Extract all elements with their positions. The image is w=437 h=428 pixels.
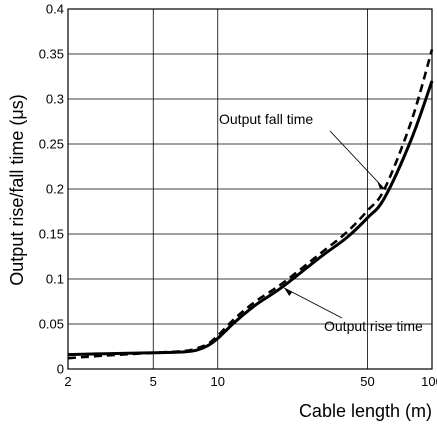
x-tick-label: 5 [150, 374, 157, 389]
fall-time-leader [329, 130, 385, 190]
x-tick-label: 2 [64, 374, 71, 389]
annotations: Output fall time Output rise time [219, 111, 423, 334]
x-tick-label: 100 [421, 374, 437, 389]
x-tick-label: 10 [211, 374, 225, 389]
y-tick-label: 0.1 [46, 272, 64, 287]
fall-time-line [67, 49, 434, 360]
rise-time-line [67, 80, 434, 357]
y-axis-title: Output rise/fall time (μs) [7, 94, 27, 285]
rise-time-leader [284, 287, 343, 319]
grid [68, 9, 432, 369]
rise-time-arrowhead [284, 288, 293, 296]
x-axis-title: Cable length (m) [299, 401, 432, 421]
y-tick-label: 0.15 [39, 227, 64, 242]
plot-frame [67, 8, 433, 370]
tick-labels: 2 5 10 50 100 0 0.05 0.1 0.15 0.2 0.25 0.3 0.35 0.4 [39, 2, 437, 390]
fall-time-annotation: Output fall time [219, 111, 313, 127]
fall-time-arrowhead [377, 182, 385, 189]
x-tick-label: 50 [360, 374, 374, 389]
y-tick-label: 0.4 [46, 2, 64, 17]
series-lines [67, 49, 434, 360]
rise-time-annotation: Output rise time [324, 318, 423, 334]
y-tick-label: 0.05 [39, 317, 64, 332]
y-tick-label: 0.35 [39, 47, 64, 62]
y-tick-label: 0.3 [46, 92, 64, 107]
y-tick-label: 0.25 [39, 137, 64, 152]
y-tick-label: 0 [57, 362, 64, 377]
y-tick-label: 0.2 [46, 182, 64, 197]
